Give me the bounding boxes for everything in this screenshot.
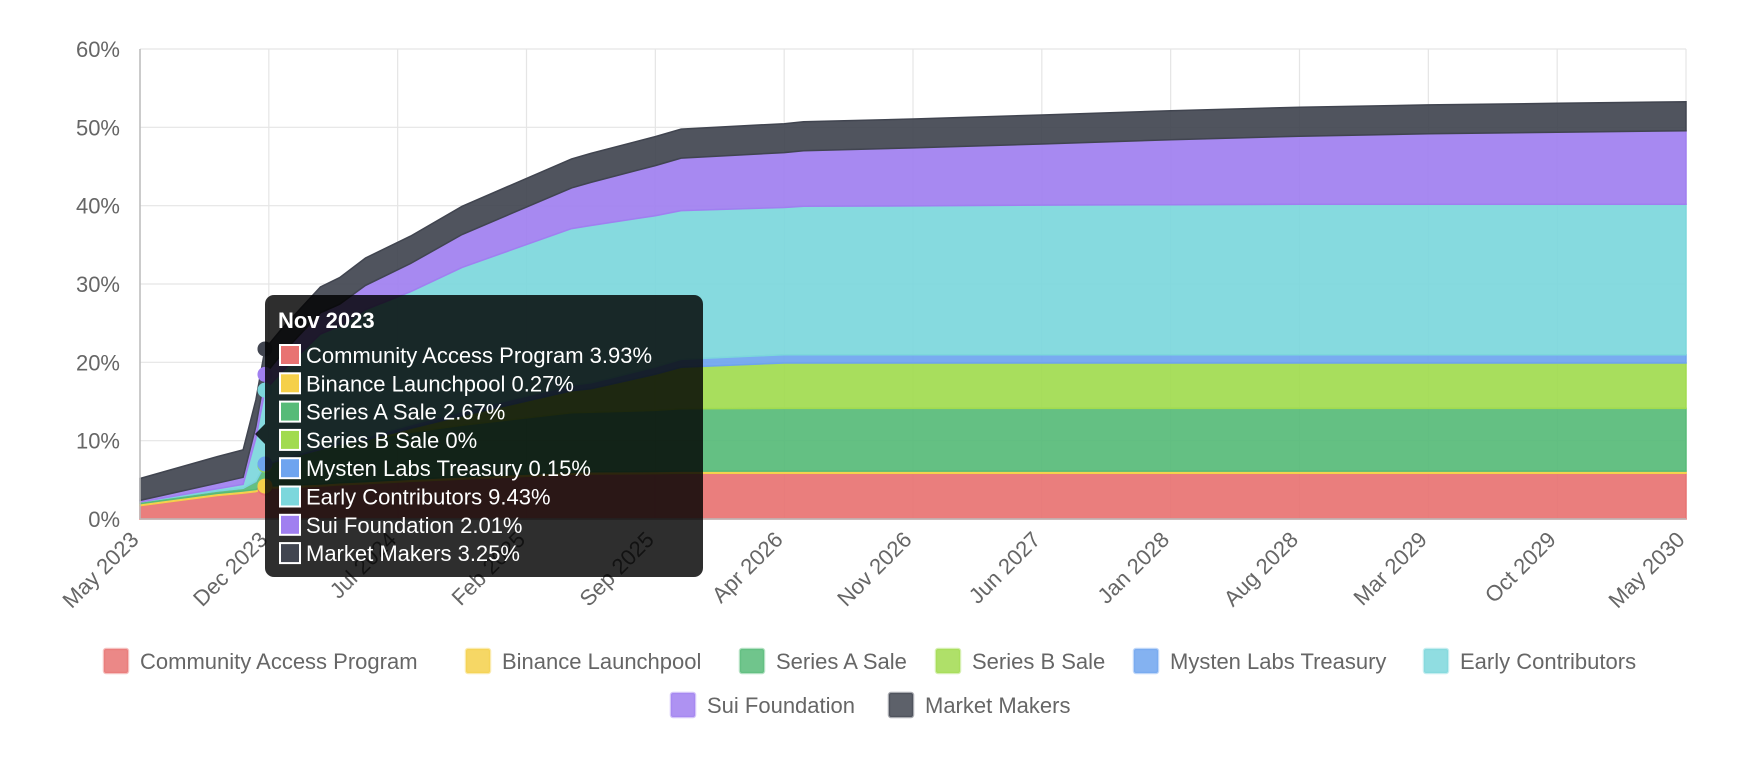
legend-item-series-b-sale[interactable]: Series B Sale [934,647,1105,675]
tooltip-caret [255,424,265,444]
tooltip-swatch [279,344,301,366]
legend-label: Community Access Program [140,649,418,674]
legend-swatch [887,691,915,719]
x-tick-label: May 2023 [58,527,144,613]
legend-swatch [669,691,697,719]
legend-item-early-contributors[interactable]: Early Contributors [1422,647,1636,675]
tooltip-swatch [279,457,301,480]
x-tick-label: Aug 2028 [1219,527,1303,611]
tooltip-item: Series B Sale 0% [306,428,477,453]
tooltip-swatch [279,400,301,423]
legend-item-sui-foundation[interactable]: Sui Foundation [669,691,855,719]
tooltip-swatch [279,542,301,565]
tooltip-swatch [279,513,301,536]
tooltip-item: Sui Foundation 2.01% [306,513,523,538]
tooltip-item: Early Contributors 9.43% [306,485,551,510]
legend-label: Binance Launchpool [502,649,701,674]
tooltip-swatch [279,372,301,395]
x-tick-label: Nov 2026 [832,527,916,611]
x-tick-label: Oct 2029 [1480,527,1561,608]
legend-label: Sui Foundation [707,693,855,718]
tooltip-swatch [279,485,301,508]
legend-swatch [464,647,492,675]
tooltip-item: Series A Sale 2.67% [306,400,505,425]
legend-label: Series B Sale [972,649,1105,674]
y-tick-label: 30% [76,272,120,297]
legend[interactable]: Community Access Program Binance Launchpo… [102,647,1636,719]
legend-item-mysten-labs-treasury[interactable]: Mysten Labs Treasury [1132,647,1386,675]
x-tick-label: Apr 2026 [707,527,788,608]
legend-label: Series A Sale [776,649,907,674]
legend-swatch [1132,647,1160,675]
y-tick-label: 20% [76,350,120,375]
legend-item-community-access-program[interactable]: Community Access Program [102,647,418,675]
x-tick-label: Jan 2028 [1093,527,1175,609]
legend-item-market-makers[interactable]: Market Makers [887,691,1070,719]
legend-swatch [1422,647,1450,675]
legend-label: Mysten Labs Treasury [1170,649,1386,674]
tooltip-item: Binance Launchpool 0.27% [306,371,574,396]
legend-swatch [738,647,766,675]
x-tick-label: Mar 2029 [1348,527,1431,610]
tooltip: Nov 2023 Community Access Program 3.93% Bi… [255,295,703,577]
tooltip-item: Community Access Program 3.93% [306,343,652,368]
tooltip-box [265,295,703,577]
legend-item-series-a-sale[interactable]: Series A Sale [738,647,907,675]
tooltip-swatch [279,428,301,451]
y-tick-label: 40% [76,194,120,219]
y-tick-label: 50% [76,115,120,140]
tooltip-title: Nov 2023 [278,308,375,333]
x-tick-label: Dec 2023 [188,527,272,611]
legend-label: Market Makers [925,693,1070,718]
legend-swatch [934,647,962,675]
y-tick-label: 60% [76,37,120,62]
legend-label: Early Contributors [1460,649,1636,674]
legend-item-binance-launchpool[interactable]: Binance Launchpool [464,647,701,675]
tooltip-item: Mysten Labs Treasury 0.15% [306,456,591,481]
y-tick-label: 0% [88,507,120,532]
y-tick-label: 10% [76,429,120,454]
x-tick-label: Jun 2027 [964,527,1046,609]
x-tick-label: May 2030 [1604,527,1690,613]
tooltip-item: Market Makers 3.25% [306,541,520,566]
legend-swatch [102,647,130,675]
